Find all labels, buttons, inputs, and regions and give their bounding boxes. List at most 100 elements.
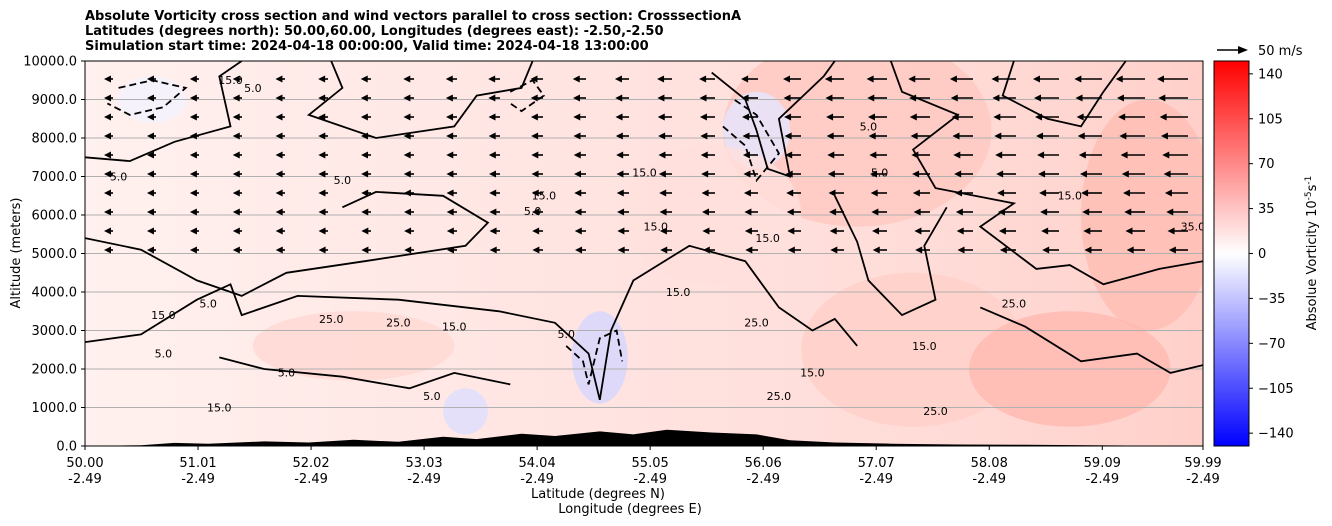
- wind-vector-head: [488, 75, 496, 83]
- y-tick-label: 7000.0: [32, 170, 78, 185]
- contour-label: 5.0: [244, 82, 262, 95]
- wind-vector-head: [658, 132, 666, 140]
- wind-vector: [488, 132, 500, 140]
- colorbar-tick-label: −35: [1258, 292, 1285, 307]
- contour-line: [833, 195, 948, 317]
- wind-vector: [955, 208, 973, 216]
- wind-vector-head: [574, 189, 582, 197]
- wind-vector: [446, 246, 457, 254]
- x-tick-label-lat: 52.02: [292, 456, 329, 471]
- wind-vector: [531, 208, 543, 216]
- wind-vector-head: [275, 75, 283, 83]
- wind-vector: [699, 75, 715, 83]
- colorbar-label: Absolue Vorticity 10-5s-1: [1304, 176, 1320, 331]
- wind-vector: [700, 132, 715, 140]
- wind-vector: [232, 132, 242, 140]
- wind-vector: [532, 227, 543, 235]
- wind-vector-head: [993, 113, 1001, 121]
- wind-vector-head: [702, 227, 710, 235]
- wind-vector: [489, 208, 500, 216]
- wind-vector: [146, 132, 156, 140]
- wind-vector: [531, 132, 543, 140]
- wind-vector-head: [1160, 132, 1168, 140]
- wind-vector-head: [318, 151, 326, 159]
- x-tick-label-lon: -2.49: [1085, 472, 1119, 487]
- wind-vector-head: [743, 189, 751, 197]
- wind-vector: [1037, 151, 1059, 159]
- wind-vector-head: [275, 113, 283, 121]
- x-tick-label-lon: -2.49: [294, 472, 328, 487]
- contour-label: 25.0: [923, 405, 948, 418]
- wind-vector-head: [1077, 132, 1085, 140]
- wind-vector: [950, 94, 973, 102]
- wind-vector: [146, 151, 156, 159]
- wind-vector: [489, 170, 500, 178]
- wind-vector: [701, 170, 715, 178]
- wind-vector: [1157, 75, 1188, 83]
- wind-vector: [658, 170, 672, 178]
- wind-vector: [104, 132, 113, 140]
- wind-vector: [910, 132, 930, 140]
- wind-vector-head: [741, 75, 749, 83]
- wind-vector: [658, 132, 672, 140]
- wind-vector-head: [615, 94, 623, 102]
- wind-vector: [741, 75, 758, 83]
- wind-vector: [742, 113, 758, 121]
- wind-vector: [488, 94, 500, 102]
- wind-vector: [1041, 227, 1059, 235]
- wind-vector: [909, 94, 930, 102]
- wind-vector: [275, 113, 285, 121]
- quiver-key-label: 50 m/s: [1258, 44, 1303, 59]
- x-tick-label-lon: -2.49: [633, 472, 667, 487]
- wind-vector: [867, 94, 887, 102]
- wind-vector: [742, 151, 758, 159]
- wind-vector-head: [275, 151, 283, 159]
- wind-vector-head: [785, 170, 793, 178]
- wind-vector: [573, 151, 586, 159]
- wind-vector-head: [189, 208, 197, 216]
- wind-vector-head: [1084, 246, 1092, 254]
- wind-vector: [954, 189, 973, 197]
- wind-vector-head: [488, 151, 496, 159]
- wind-vector-head: [700, 132, 708, 140]
- wind-vector: [825, 94, 844, 102]
- wind-vector: [361, 151, 371, 159]
- wind-vector-head: [489, 189, 497, 197]
- wind-vector: [659, 189, 672, 197]
- wind-vector: [403, 208, 414, 216]
- wind-vector: [318, 170, 328, 178]
- contour-label: 15.0: [912, 340, 937, 353]
- wind-vector: [744, 208, 758, 216]
- contour-label: 15.0: [532, 190, 557, 203]
- wind-vector: [575, 246, 586, 254]
- wind-vector-head: [829, 227, 837, 235]
- wind-vector: [1167, 227, 1188, 235]
- wind-vector-head: [104, 113, 111, 121]
- wind-vector: [743, 189, 758, 197]
- wind-vector-head: [824, 75, 832, 83]
- wind-vector-head: [189, 132, 197, 140]
- wind-vector-head: [1126, 246, 1134, 254]
- wind-vector-head: [867, 94, 875, 102]
- contour-label: 25.0: [386, 317, 411, 330]
- wind-vector-head: [996, 170, 1004, 178]
- wind-vector: [275, 75, 285, 83]
- wind-vector: [616, 189, 629, 197]
- x-tick-label-lat: 58.08: [971, 456, 1008, 471]
- wind-vector-head: [446, 208, 454, 216]
- wind-vector-head: [232, 227, 240, 235]
- x-tick-label-lat: 53.03: [405, 456, 442, 471]
- wind-vector: [360, 113, 371, 121]
- wind-vector: [824, 75, 844, 83]
- wind-vector: [403, 170, 414, 178]
- wind-vector: [189, 75, 199, 83]
- wind-vector-head: [189, 113, 197, 121]
- wind-vector: [446, 189, 457, 197]
- wind-vector: [1116, 94, 1145, 102]
- wind-vector: [828, 189, 844, 197]
- contour-line: [85, 190, 490, 297]
- wind-vector: [870, 189, 887, 197]
- wind-vector-head: [530, 113, 538, 121]
- wind-vector-head: [614, 75, 622, 83]
- wind-vector: [572, 94, 586, 102]
